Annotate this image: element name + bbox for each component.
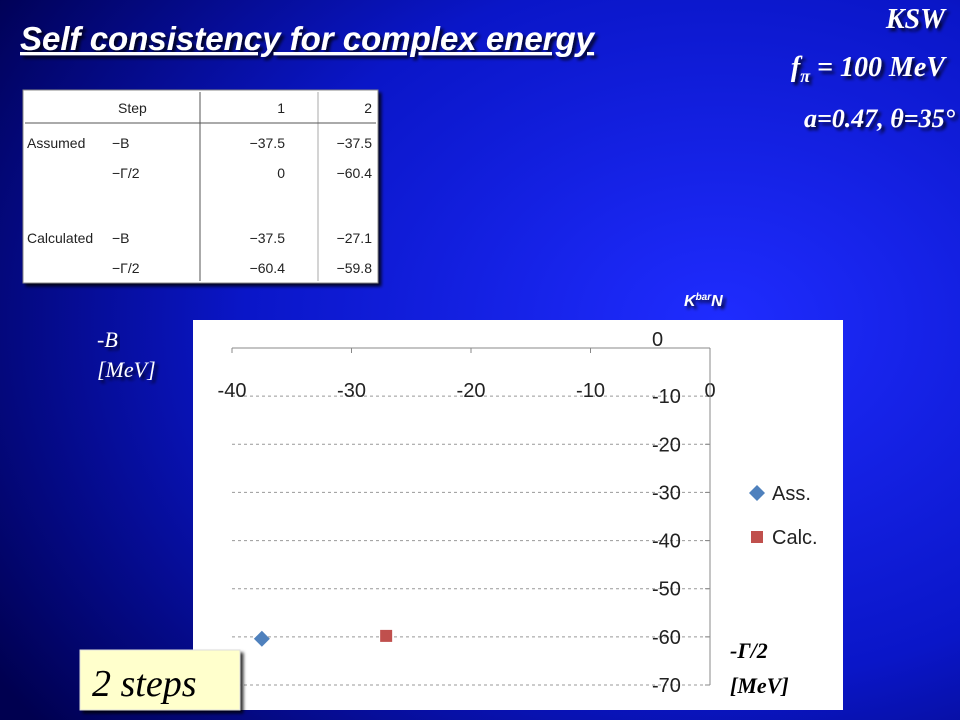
f-value: = 100 MeV [810,52,947,83]
y-tick-label: -60 [652,627,681,649]
row-label: −Γ/2 [112,165,140,181]
y-tick-label: -20 [652,434,681,456]
table-cell: −37.5 [250,230,286,246]
y-axis-label: [MeV] [730,673,789,698]
table-cell: −37.5 [250,135,286,151]
f-pi-label: fπ = 100 MeV [791,52,947,86]
x-tick-label: -20 [457,380,486,402]
params-label: a=0.47, θ=35° [804,104,956,133]
table-cell: −60.4 [250,260,286,276]
badge-box [79,649,241,711]
y-tick-label: -70 [652,675,681,697]
y-tick-label: -50 [652,579,681,601]
y-tick-label: -30 [652,482,681,504]
f-subscript: π [800,66,811,86]
legend-label: Calc. [772,527,818,549]
row-group: Calculated [27,230,93,246]
table: Step 1 2 Assumed −B −37.5 −37.5 −Γ/2 0 −60.4 Calcu… [22,89,379,284]
row-group: Assumed [27,135,85,151]
f-symbol: f [791,52,803,83]
y-axis-label: -Γ/2 [730,638,768,663]
legend-swatch [751,531,763,543]
chart: 0-10-20-30-40-50-60-70-40 -30 -20 -10 0Ass.C… [193,320,843,710]
table-header: 1 [277,100,285,116]
legend-label: Ass. [772,483,811,505]
x-axis-label: -B [97,327,118,352]
table-cell: −37.5 [337,135,373,151]
slide-title: Self consistency for complex energy [20,20,596,57]
table-cell: 0 [277,165,285,181]
row-label: −Γ/2 [112,260,140,276]
x-tick-label: -40 [218,380,247,402]
channel-sup: bar [696,292,713,303]
plot-area [193,320,843,710]
table-cell: −60.4 [337,165,373,181]
point [380,629,393,642]
table-cell: −59.8 [337,260,373,276]
y-tick-label: 0 [652,329,663,351]
channel-label: KbarN [684,292,723,310]
legend-swatch [749,485,765,501]
table-header: 2 [364,100,372,116]
row-label: −B [112,135,130,151]
model-label: KSW [885,4,947,35]
y-tick-label: -40 [652,531,681,553]
channel-tail: N [711,293,723,310]
point [253,630,270,647]
x-tick-label: -10 [576,380,605,402]
badge-label: 2 steps [92,663,197,705]
x-tick-label: -30 [337,380,366,402]
table-cell: −27.1 [337,230,373,246]
table-header: Step [118,100,147,116]
row-label: −B [112,230,130,246]
x-axis-label: [MeV] [97,357,156,382]
channel-base: K [684,293,697,310]
y-tick-label: -10 [652,386,681,408]
